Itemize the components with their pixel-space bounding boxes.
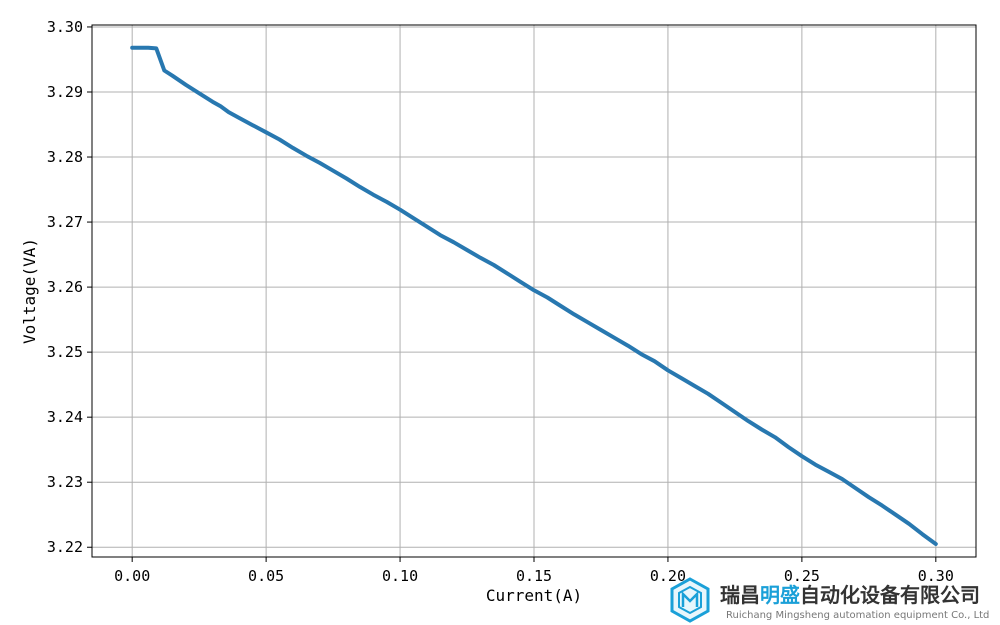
x-tick-label: 0.00 [114,567,150,585]
x-tick-label: 0.15 [516,567,552,585]
x-axis: 0.00 0.05 0.10 0.15 0.20 0.25 0.30 [114,557,954,585]
x-axis-label: Current(A) [486,586,582,605]
x-tick-label: 0.30 [918,567,954,585]
grid [92,25,976,557]
x-tick-label: 0.20 [650,567,686,585]
x-tick-label: 0.05 [248,567,284,585]
x-tick-label: 0.10 [382,567,418,585]
y-tick-label: 3.25 [47,343,83,361]
y-tick-label: 3.28 [47,148,83,166]
company-logo-icon [670,577,710,623]
y-tick-label: 3.22 [47,538,83,556]
y-tick-label: 3.23 [47,473,83,491]
company-watermark: 瑞昌明盛自动化设备有限公司 Ruichang Mingsheng automat… [670,577,989,623]
company-name-en: Ruichang Mingsheng automation equipment … [726,610,989,621]
y-tick-label: 3.24 [47,408,83,426]
series-group [130,45,938,546]
y-tick-label: 3.29 [47,83,83,101]
y-tick-label: 3.30 [47,18,83,36]
company-name-cn: 瑞昌明盛自动化设备有限公司 [720,583,980,607]
voltage-series-line [130,45,938,546]
y-tick-label: 3.27 [47,213,83,231]
y-tick-label: 3.26 [47,278,83,296]
y-axis: 3.22 3.23 3.24 3.25 3.26 3.27 3.28 3.29 3.30 [47,18,92,556]
y-axis-label: Voltage(VA) [20,238,39,344]
x-tick-label: 0.25 [784,567,820,585]
